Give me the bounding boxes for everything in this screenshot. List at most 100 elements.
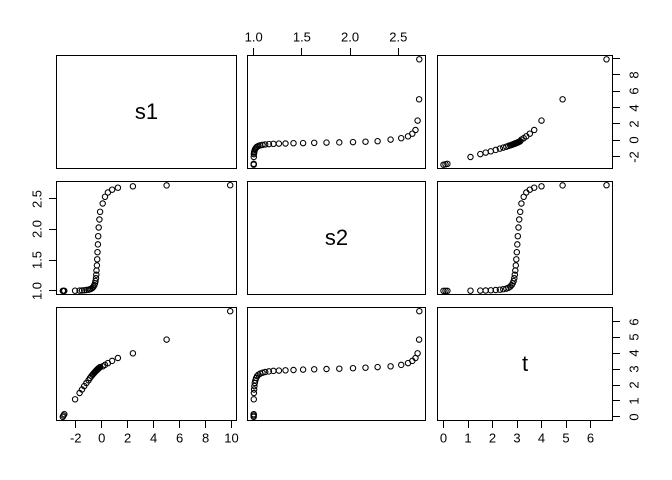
data-point: [93, 262, 101, 269]
data-point: [442, 287, 449, 295]
tick-s2-left: [49, 290, 56, 292]
tick-s1-right: [613, 156, 620, 158]
data-point: [336, 139, 343, 146]
data-point: [282, 140, 289, 147]
tick-t-bottom: [565, 421, 567, 428]
data-point: [101, 193, 109, 201]
tick-label-s2-top: 1.5: [292, 29, 311, 45]
data-point: [129, 183, 137, 190]
tick-label-s2-top: 2.5: [389, 29, 408, 45]
data-point: [78, 287, 86, 294]
tick-label-t-right: 5: [626, 333, 642, 342]
data-point: [414, 350, 421, 357]
tick-label-s2-left: 2.5: [29, 189, 45, 208]
data-point: [92, 277, 99, 285]
data-point: [416, 56, 423, 63]
data-point: [415, 336, 423, 343]
tick-t-right: [613, 416, 620, 418]
tick-s2-top: [253, 48, 255, 55]
scatter-points-s1-vs-t: [440, 56, 610, 168]
diagonal-panel-t: t: [437, 307, 613, 421]
data-point: [467, 153, 474, 161]
data-point: [163, 336, 170, 343]
data-point: [95, 224, 102, 231]
data-point: [440, 287, 447, 295]
tick-label-t-bottom: 6: [586, 430, 595, 446]
data-point: [515, 224, 522, 231]
data-point: [477, 150, 484, 158]
data-point: [336, 365, 343, 372]
data-point: [416, 307, 423, 315]
data-point: [387, 363, 394, 370]
data-point: [512, 262, 520, 269]
tick-label-t-bottom: 0: [439, 430, 448, 446]
data-point: [374, 363, 381, 371]
data-point: [349, 138, 357, 146]
data-point: [559, 182, 566, 189]
data-point: [96, 216, 103, 223]
tick-s1-right: [613, 123, 620, 125]
tick-s1-right: [613, 90, 620, 92]
variable-label-s2: s2: [324, 225, 349, 250]
scatter-panel-s1-vs-t: [437, 55, 613, 169]
tick-label-s2-left: 1.5: [29, 251, 45, 270]
data-point: [515, 216, 523, 223]
tick-s2-left: [49, 198, 56, 200]
scatter-panel-t-vs-s1: [56, 307, 237, 421]
tick-t-bottom: [541, 421, 543, 428]
tick-label-t-right: 2: [626, 381, 642, 389]
data-point: [71, 287, 79, 294]
tick-label-s1-bottom: 2: [124, 430, 132, 446]
data-point: [514, 241, 521, 248]
data-point: [299, 366, 307, 373]
tick-s1-right: [613, 107, 620, 108]
tick-label-t-right: 1: [626, 397, 642, 405]
data-point: [114, 184, 122, 191]
data-point: [514, 232, 522, 240]
data-point: [496, 286, 504, 293]
tick-t-right: [613, 368, 620, 370]
data-point: [265, 140, 273, 148]
tick-t-right: [613, 384, 620, 386]
data-point: [250, 410, 257, 418]
data-point: [511, 271, 519, 278]
data-point: [71, 396, 79, 403]
tick-label-s1-bottom: 8: [201, 430, 210, 446]
data-point: [409, 130, 416, 137]
data-point: [108, 357, 116, 365]
data-point: [80, 287, 88, 294]
data-point: [538, 117, 545, 124]
tick-label-t-right: 4: [626, 349, 642, 357]
tick-label-s1-bottom: 4: [150, 430, 158, 446]
tick-label-t-bottom: 4: [537, 430, 546, 446]
tick-t-bottom: [443, 421, 445, 428]
tick-label-s2-top: 1.0: [244, 29, 263, 45]
tick-label-s1-bottom: 10: [224, 430, 239, 446]
tick-s2-top: [349, 48, 351, 55]
tick-s2-left: [49, 228, 56, 230]
data-point: [226, 181, 234, 189]
data-point: [538, 183, 545, 190]
data-point: [518, 200, 525, 207]
scatter-points-s1-vs-s2: [250, 56, 423, 168]
diagonal-panel-s1: s1: [56, 55, 237, 169]
data-point: [275, 140, 283, 147]
tick-label-s1-right: 6: [626, 87, 642, 95]
data-point: [250, 386, 258, 393]
scatter-points-t-vs-s1: [59, 307, 234, 421]
data-point: [510, 277, 517, 285]
data-point: [94, 241, 102, 248]
variable-label-s1: s1: [134, 99, 159, 124]
tick-t-right: [613, 352, 620, 354]
tick-label-t-bottom: 5: [562, 430, 570, 446]
data-point: [275, 367, 283, 374]
tick-s1-right: [613, 57, 620, 59]
tick-label-s1-right: 0: [626, 136, 642, 144]
data-point: [261, 141, 269, 148]
data-point: [226, 307, 234, 315]
tick-label-t-bottom: 3: [513, 430, 521, 446]
tick-t-bottom: [590, 421, 592, 428]
tick-s2-top: [397, 48, 399, 55]
scatter-points-s2-vs-s1: [59, 181, 234, 295]
